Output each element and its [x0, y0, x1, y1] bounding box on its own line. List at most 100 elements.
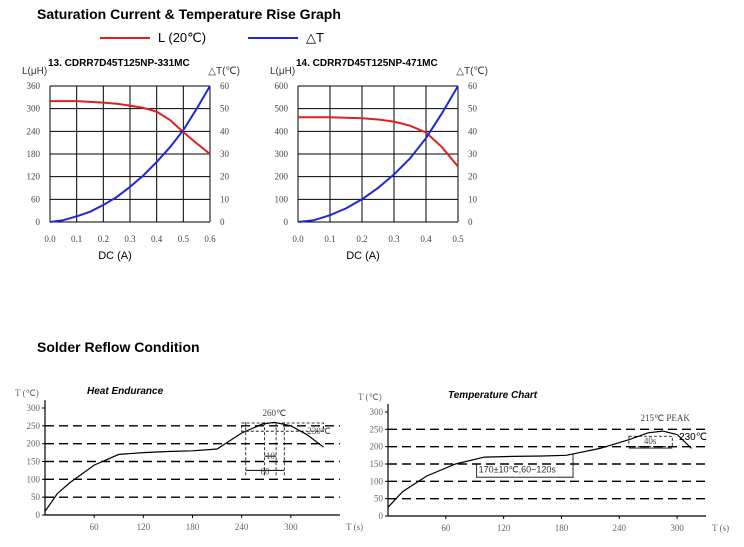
y-right-tick-label: 20 — [468, 172, 478, 182]
temperature-profile-line — [387, 430, 692, 508]
y-tick-label: 250 — [27, 421, 41, 431]
reflow-chart-1: Heat Endurance 0 50 100 150 200 250 300 T (℃) 60 1… — [15, 386, 363, 532]
dwell-10s-label: 10 — [266, 451, 276, 461]
y-right-tick-label: 40 — [468, 126, 478, 136]
x-tick-label: 0.3 — [388, 234, 400, 244]
x-tick-label: 0.5 — [178, 234, 190, 244]
y-right-tick-label: 0 — [220, 217, 225, 227]
saturation-chart-2: 0.0 0.1 0.2 0.3 0.4 0.5 0 100 200 300 400 500 600 0 10… — [270, 58, 488, 262]
chart-legend: L (20℃) △T — [100, 28, 400, 48]
y-tick-label: 150 — [370, 459, 384, 469]
y-tick-label: 50 — [374, 494, 384, 504]
x-tick-label: 120 — [497, 523, 511, 533]
x-tick-label: 0.1 — [324, 234, 335, 244]
y-right-tick-label: 60 — [220, 81, 230, 91]
reflow-chart-2: Temperature Chart 0 50 100 150 200 250 300 T (℃)… — [358, 390, 729, 533]
y-left-tick-label: 120 — [27, 172, 41, 182]
secondary-temp-label: 230℃ — [679, 432, 707, 443]
chart-title: Temperature Chart — [448, 390, 538, 401]
y-left-tick-label: 60 — [31, 194, 41, 204]
y-left-axis-label: L(μH) — [270, 66, 295, 77]
x-tick-label: 0.4 — [420, 234, 432, 244]
secondary-temp-label: 230℃ — [307, 426, 331, 436]
saturation-chart-1: 0.0 0.1 0.2 0.3 0.4 0.5 0.6 0 60 120 180 240 300 360 0… — [22, 58, 240, 262]
x-tick-label: 0.6 — [204, 234, 216, 244]
y-right-tick-label: 10 — [220, 194, 230, 204]
peak-temp-label: 260℃ — [262, 408, 286, 418]
peak-zone-box — [241, 422, 325, 432]
y-right-tick-label: 50 — [468, 104, 478, 114]
y-tick-label: 0 — [36, 510, 41, 520]
chart-title: 13. CDRR7D45T125NP-331MC — [48, 58, 190, 69]
page-title: Saturation Current & Temperature Rise Gr… — [37, 6, 341, 22]
y-tick-label: 300 — [370, 407, 384, 417]
x-tick-label: 0.2 — [98, 234, 109, 244]
x-axis-label: T (s) — [346, 522, 363, 532]
x-tick-label: 240 — [613, 523, 627, 533]
y-right-tick-label: 60 — [468, 81, 478, 91]
x-tick-label: 180 — [555, 523, 569, 533]
x-tick-label: 60 — [441, 523, 451, 533]
y-right-tick-label: 20 — [220, 172, 230, 182]
y-right-tick-label: 40 — [220, 126, 230, 136]
chart-title: Heat Endurance — [87, 386, 164, 397]
y-right-tick-label: 30 — [468, 149, 478, 159]
x-tick-label: 240 — [235, 522, 249, 532]
y-left-tick-label: 200 — [275, 172, 289, 182]
x-tick-label: 0.0 — [44, 234, 56, 244]
y-left-tick-label: 240 — [27, 126, 41, 136]
y-left-tick-label: 100 — [275, 194, 289, 204]
y-tick-label: 250 — [370, 424, 384, 434]
temperature-rise-series-line — [49, 85, 211, 223]
y-right-tick-label: 0 — [468, 217, 473, 227]
y-left-tick-label: 0 — [284, 217, 289, 227]
y-tick-label: 200 — [27, 439, 41, 449]
x-tick-label: 180 — [186, 522, 200, 532]
y-right-tick-label: 30 — [220, 149, 230, 159]
y-tick-label: 100 — [27, 474, 41, 484]
dwell-40s-label: 40s — [644, 436, 657, 446]
x-tick-label: 0.5 — [452, 234, 464, 244]
peak-temp-label: 215℃ PEAK — [640, 413, 690, 423]
y-tick-label: 100 — [370, 476, 384, 486]
inductance-series-line — [298, 116, 459, 168]
temperature-profile-line — [44, 421, 324, 512]
x-tick-label: 0.4 — [151, 234, 163, 244]
temperature-rise-series-line — [297, 85, 459, 223]
y-left-tick-label: 300 — [27, 104, 41, 114]
y-left-axis-label: L(μH) — [22, 66, 47, 77]
x-axis-label: DC (A) — [346, 250, 380, 262]
y-tick-label: 50 — [31, 492, 41, 502]
y-tick-label: 150 — [27, 457, 41, 467]
legend-label-inductance: L (20℃) — [158, 30, 207, 45]
x-axis-label: DC (A) — [98, 250, 132, 262]
section-title: Solder Reflow Condition — [37, 339, 200, 355]
y-left-tick-label: 600 — [275, 81, 289, 91]
legend-swatch-inductance — [100, 37, 150, 39]
y-right-tick-label: 10 — [468, 194, 478, 204]
y-axis-label: T (℃) — [15, 388, 39, 398]
y-left-tick-label: 180 — [27, 149, 41, 159]
legend-label-temperature: △T — [306, 30, 324, 45]
x-tick-label: 0.1 — [71, 234, 82, 244]
peak-zone-box — [628, 435, 673, 448]
x-tick-label: 0.0 — [292, 234, 304, 244]
x-tick-label: 0.3 — [124, 234, 136, 244]
y-axis-label: T (℃) — [358, 392, 382, 402]
y-tick-label: 200 — [370, 442, 384, 452]
legend-item-temperature: △T — [248, 28, 324, 48]
dwell-60s-label: 60 — [261, 466, 271, 476]
x-tick-label: 120 — [137, 522, 151, 532]
y-left-tick-label: 400 — [275, 126, 289, 136]
y-right-tick-label: 50 — [220, 104, 230, 114]
legend-item-inductance: L (20℃) — [100, 28, 206, 48]
y-tick-label: 0 — [379, 511, 384, 521]
y-right-axis-label: △T(℃) — [456, 66, 488, 77]
x-tick-label: 300 — [284, 522, 298, 532]
x-tick-label: 60 — [90, 522, 100, 532]
legend-swatch-temperature — [248, 37, 298, 39]
y-tick-label: 300 — [27, 403, 41, 413]
chart-title: 14. CDRR7D45T125NP-471MC — [296, 58, 438, 69]
inductance-series-line — [50, 100, 211, 155]
